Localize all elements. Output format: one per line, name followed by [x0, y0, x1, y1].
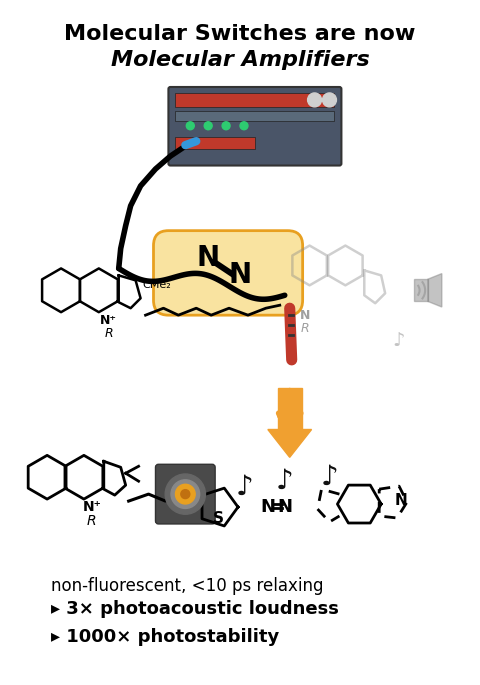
Text: N: N — [197, 245, 220, 273]
Polygon shape — [428, 273, 442, 307]
Polygon shape — [278, 388, 301, 429]
Text: Molecular Switches are now: Molecular Switches are now — [64, 24, 416, 44]
Circle shape — [222, 122, 230, 129]
Text: ♪: ♪ — [236, 473, 254, 501]
Text: ▸ 3× photoacoustic loudness: ▸ 3× photoacoustic loudness — [51, 601, 339, 619]
Text: N⁺: N⁺ — [100, 314, 117, 327]
Bar — [175, 137, 255, 149]
Text: N: N — [395, 493, 408, 508]
Text: CMe₂: CMe₂ — [143, 280, 171, 290]
Circle shape — [323, 93, 336, 107]
Bar — [175, 93, 335, 107]
Circle shape — [165, 474, 205, 514]
FancyBboxPatch shape — [168, 87, 341, 166]
FancyArrowPatch shape — [280, 390, 300, 436]
Text: N⁺: N⁺ — [83, 500, 101, 514]
Circle shape — [204, 122, 212, 129]
Text: non-fluorescent, <10 ps relaxing: non-fluorescent, <10 ps relaxing — [51, 577, 324, 595]
Text: S: S — [213, 512, 224, 527]
Text: N: N — [300, 309, 310, 322]
Circle shape — [176, 484, 195, 504]
Text: N: N — [277, 498, 292, 516]
Circle shape — [240, 122, 248, 129]
Text: Molecular Amplifiers: Molecular Amplifiers — [110, 50, 370, 70]
Text: N: N — [228, 262, 252, 289]
Polygon shape — [268, 429, 312, 458]
Bar — [414, 279, 428, 301]
Text: R: R — [87, 514, 96, 528]
Text: R: R — [105, 327, 113, 340]
Text: N: N — [260, 498, 276, 516]
Text: R: R — [300, 321, 309, 334]
Circle shape — [308, 93, 322, 107]
Circle shape — [181, 490, 190, 499]
Circle shape — [171, 479, 200, 508]
FancyBboxPatch shape — [154, 231, 302, 315]
FancyBboxPatch shape — [156, 464, 215, 524]
Circle shape — [186, 122, 194, 129]
Text: ♪: ♪ — [276, 467, 294, 495]
Bar — [175, 111, 335, 121]
Text: ▸ 1000× photostability: ▸ 1000× photostability — [51, 628, 279, 647]
Text: ♪: ♪ — [321, 463, 338, 491]
Text: ♪: ♪ — [393, 331, 405, 349]
